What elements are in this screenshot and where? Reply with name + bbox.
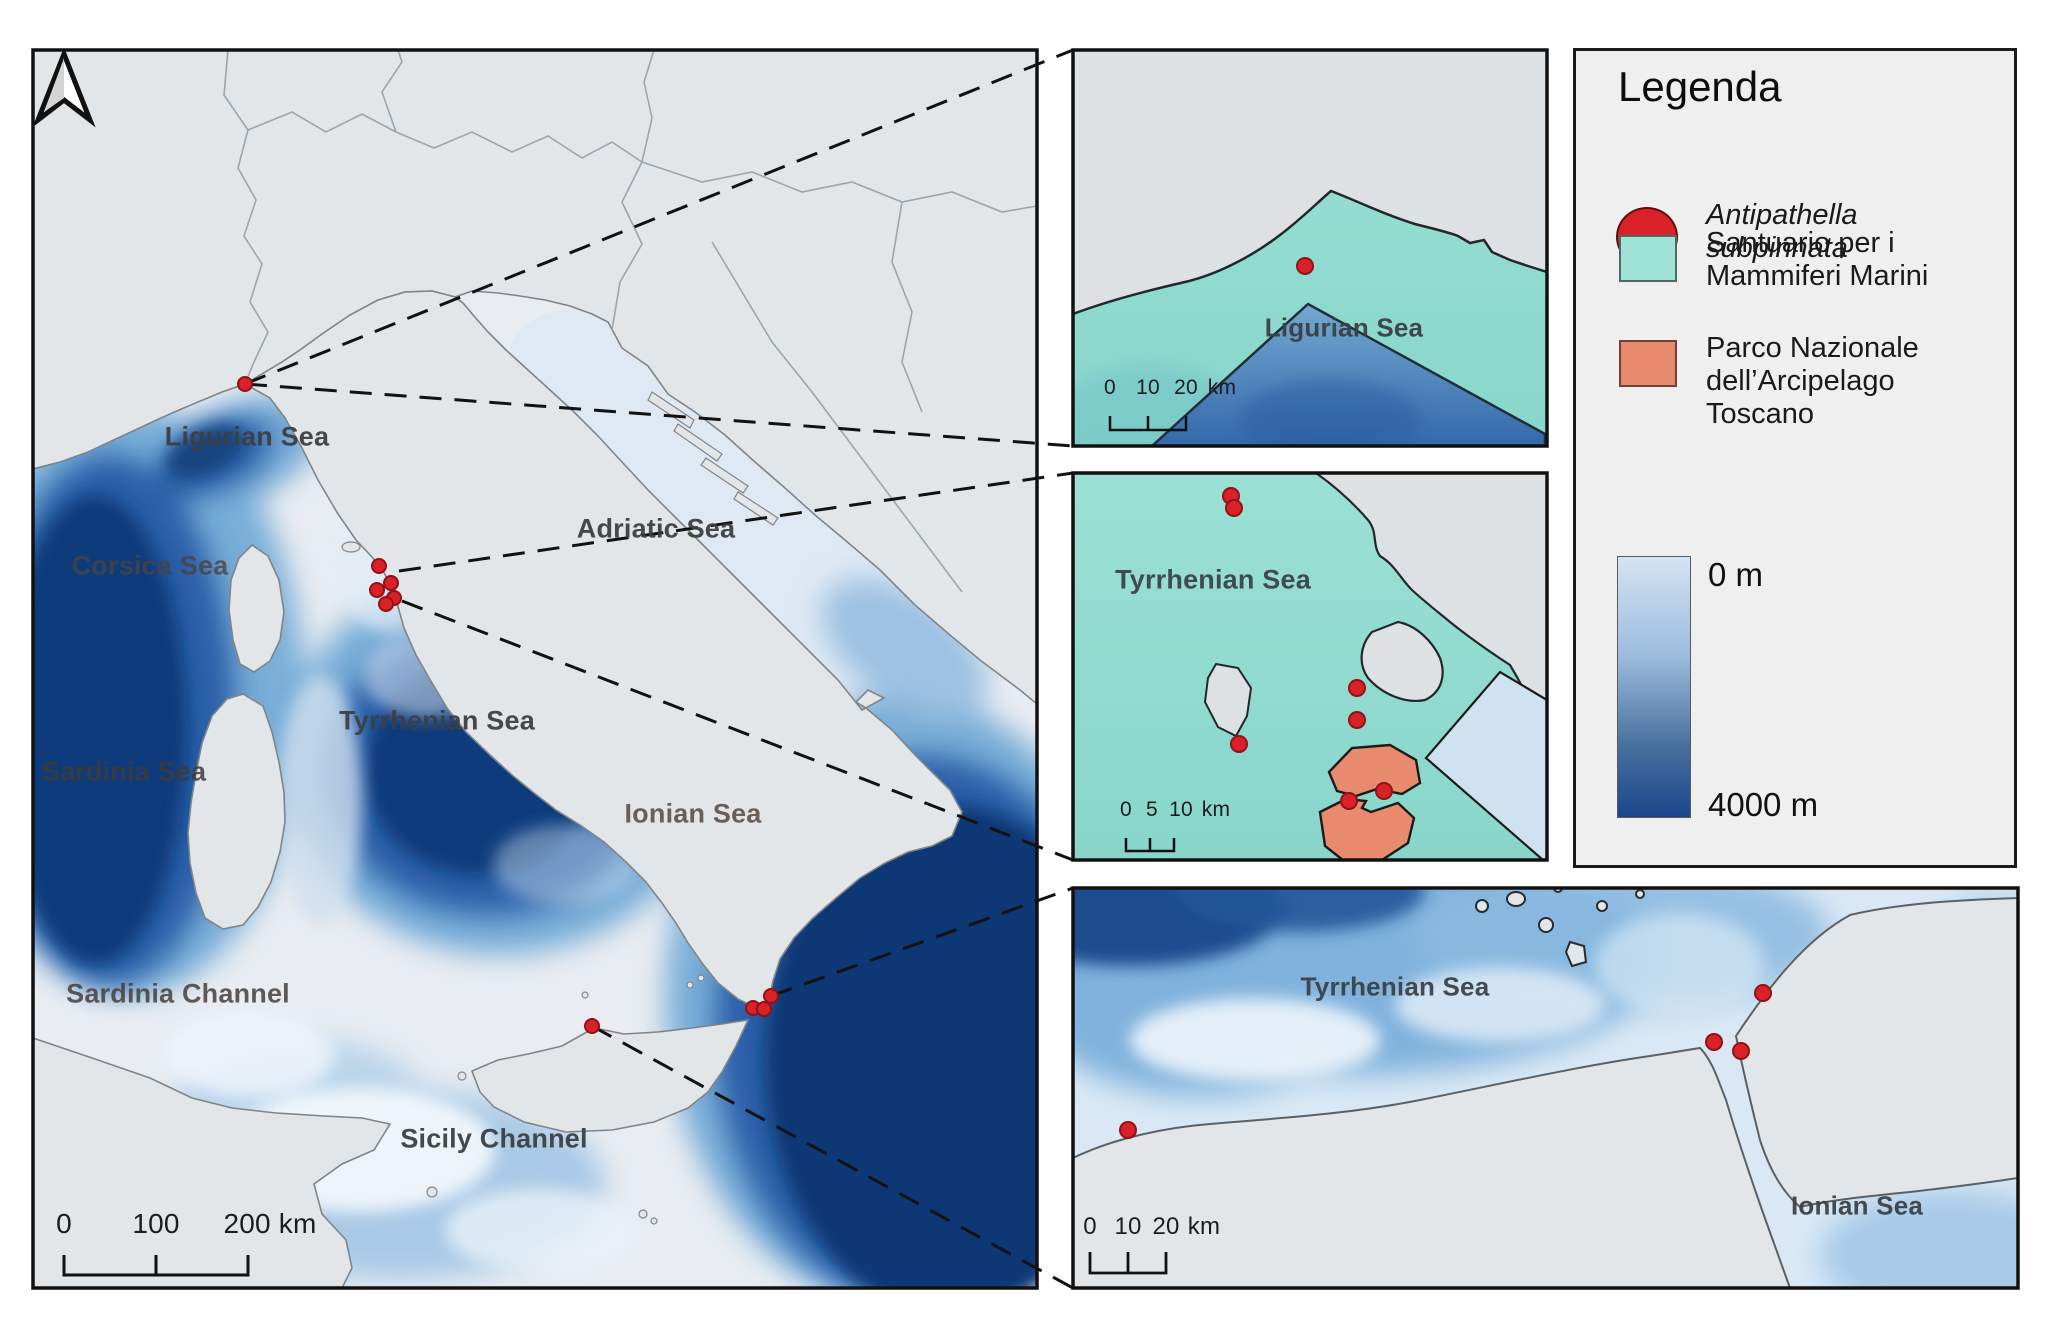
sea-label-tyrrhenian-messina: Tyrrhenian Sea — [1300, 971, 1490, 1002]
specimen-point — [369, 582, 385, 598]
scale-liguria-10: 10 — [1136, 376, 1160, 399]
specimen-point — [1119, 1121, 1137, 1139]
messina-scalebar — [1088, 1252, 1168, 1275]
sanctuary-label-line1: Santuario per i — [1706, 227, 1895, 259]
main-map — [33, 50, 1037, 1288]
main-scalebar — [62, 1255, 250, 1277]
specimen-point — [1705, 1033, 1723, 1051]
scale-tuscany-km: km — [1201, 798, 1231, 821]
scale-liguria-0: 0 — [1104, 376, 1116, 399]
specimen-point — [1754, 984, 1772, 1002]
specimen-point — [763, 988, 779, 1004]
ligurian-inset-map — [1073, 50, 1547, 446]
park-swatch — [1619, 340, 1677, 387]
sea-label-ionian-messina: Ionian Sea — [1790, 1190, 1924, 1221]
specimen-point — [584, 1018, 600, 1034]
legend-item-species: Antipathella subpinnata — [1706, 199, 1858, 265]
depth-colorbar — [1617, 556, 1691, 818]
park-label-line2: dell’Arcipelago — [1706, 365, 1895, 397]
sea-label-adriatic: Adriatic Sea — [576, 513, 736, 544]
specimen-point — [1348, 711, 1366, 729]
sea-label-sardinia-channel: Sardinia Channel — [66, 978, 290, 1009]
scale-liguria-km: km — [1207, 376, 1237, 399]
scale-messina-10: 10 — [1114, 1213, 1142, 1240]
messina-inset-map — [1073, 888, 2018, 1288]
specimen-point — [1348, 679, 1366, 697]
scale-main-0: 0 — [56, 1208, 72, 1239]
specimen-point — [1230, 735, 1248, 753]
sea-label-tyrrhenian-tuscany: Tyrrhenian Sea — [1115, 564, 1311, 595]
sanctuary-label-line2: Mammiferi Marini — [1706, 260, 1929, 292]
specimen-point — [756, 1001, 772, 1017]
tuscany-inset-map — [1073, 473, 1547, 860]
scale-tuscany-0: 0 — [1120, 798, 1132, 821]
specimen-point — [1225, 499, 1243, 517]
sea-label-ionian-main: Ionian Sea — [624, 798, 762, 829]
scale-messina-0: 0 — [1083, 1213, 1097, 1240]
specimen-point — [383, 575, 399, 591]
legend-title: Legenda — [1618, 63, 1782, 110]
legend-item-sanctuary: Santuario per i Mammiferi Marini — [1706, 227, 1928, 293]
depth-max-label: 4000 m — [1708, 786, 1819, 823]
scale-messina-km: km — [1187, 1213, 1221, 1240]
scale-liguria-20: 20 — [1174, 376, 1198, 399]
species-name-line2: subpinnata — [1706, 232, 1848, 264]
species-name-line1: Antipathella — [1706, 199, 1858, 231]
specimen-point — [1340, 792, 1358, 810]
inset-leader-lines — [244, 48, 1074, 1290]
legend-panel: Legenda Antipathella subpinnata Santuari… — [1573, 48, 2017, 868]
scale-main-100: 100 — [132, 1208, 180, 1239]
specimen-point — [371, 558, 387, 574]
sea-label-sardinia: Sardinia Sea — [41, 756, 207, 787]
sea-label-corsica: Corsica Sea — [71, 550, 229, 581]
sea-label-tyrrhenian-main: Tyrrhenian Sea — [339, 705, 535, 736]
specimen-point — [1296, 257, 1314, 275]
specimen-point — [1375, 782, 1393, 800]
park-label-line3: Toscano — [1706, 398, 1815, 430]
park-label-line1: Parco Nazionale — [1706, 332, 1919, 364]
legend-item-park: Parco Nazionale dell’Arcipelago Toscano — [1706, 332, 1919, 431]
sanctuary-swatch — [1619, 235, 1677, 282]
north-arrow-icon — [33, 50, 96, 128]
sea-label-ligurian-inset: Ligurian Sea — [1264, 312, 1424, 343]
sea-label-ligurian-main: Ligurian Sea — [164, 421, 330, 452]
specimen-point — [237, 376, 253, 392]
scale-tuscany-10: 10 — [1169, 798, 1193, 821]
sea-label-sicily-channel: Sicily Channel — [400, 1123, 588, 1154]
depth-min-label: 0 m — [1708, 556, 1764, 593]
specimen-point — [1732, 1042, 1750, 1060]
scale-main-200: 200 km — [223, 1208, 317, 1239]
scale-messina-20: 20 — [1152, 1213, 1180, 1240]
scale-tuscany-5: 5 — [1146, 798, 1158, 821]
tuscany-scalebar — [1124, 838, 1176, 853]
ligurian-scalebar — [1108, 416, 1188, 432]
specimen-point — [378, 596, 394, 612]
